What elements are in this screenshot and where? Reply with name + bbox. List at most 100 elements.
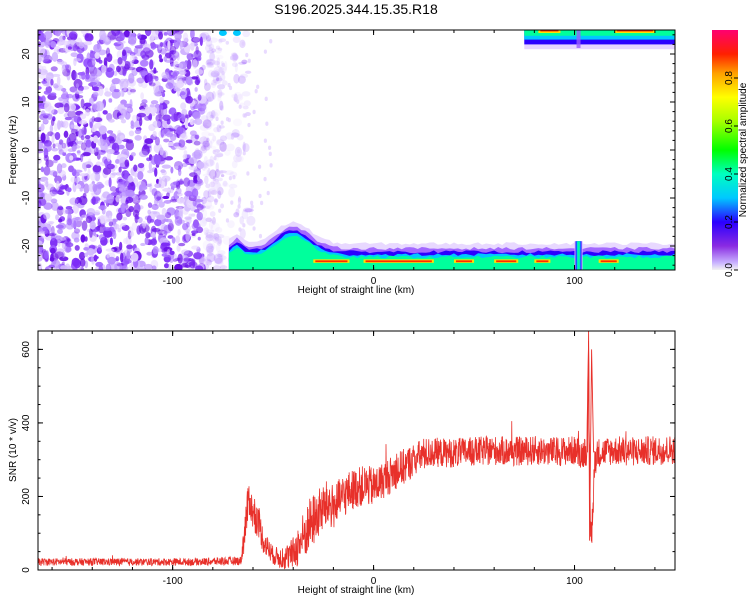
noise-speckle [199,140,209,149]
noise-speckle [161,128,171,136]
noise-speckle [199,36,203,47]
noise-speckle [269,163,273,168]
noise-speckle [130,120,135,127]
high-band-blob [218,30,227,36]
noise-speckle [206,50,215,54]
noise-speckle [105,263,112,270]
noise-speckle [210,138,215,144]
noise-speckle [117,183,127,189]
noise-speckle [254,89,258,94]
noise-speckle [215,116,219,122]
noise-speckle [65,206,73,210]
noise-speckle [196,180,204,186]
noise-speckle [67,187,72,193]
noise-speckle [192,119,198,124]
noise-speckle [40,96,47,102]
colorbar-ticks: 0.0 0.2 0.4 0.6 0.8 [724,71,738,277]
snr-xtick-label: -100 [163,576,183,587]
noise-speckle [50,66,58,72]
spectrogram-marks [38,30,675,270]
noise-speckle [220,174,225,178]
noise-speckle [263,138,267,143]
noise-speckle [213,199,219,203]
noise-speckle [209,114,214,119]
noise-speckle [42,118,49,125]
noise-speckle [59,120,64,128]
noise-speckle [209,181,215,188]
noise-speckle [197,102,207,112]
noise-speckle [161,150,168,158]
noise-speckle [114,41,124,51]
noise-speckle [98,86,104,97]
noise-speckle [231,52,238,62]
noise-speckle [219,141,227,152]
noise-speckle [99,49,108,54]
noise-speckle [137,162,145,169]
noise-speckle [139,59,149,67]
noise-speckle [219,105,224,111]
noise-speckle [205,246,214,254]
noise-speckle [246,215,256,226]
noise-speckle [208,47,213,52]
noise-speckle [151,265,157,270]
noise-speckle [238,75,246,84]
noise-speckle [73,228,81,234]
noise-speckle [212,59,216,65]
noise-speckle [139,117,143,127]
noise-speckle [199,124,209,132]
noise-speckle [48,264,56,269]
noise-speckle [131,222,138,231]
noise-speckle [80,98,85,109]
noise-speckle [173,61,179,67]
noise-speckle [216,124,222,133]
snr-xtick-label: 100 [566,576,583,587]
noise-speckle [220,203,225,209]
noise-speckle [257,164,262,169]
noise-speckle [213,66,223,76]
noise-speckle [214,237,219,242]
noise-speckle [235,155,244,163]
noise-speckle [38,149,42,155]
noise-speckle [212,265,221,270]
noise-speckle [242,30,251,38]
noise-speckle [74,245,80,251]
noise-speckle [216,236,223,247]
noise-speckle [123,30,131,38]
noise-speckle [211,109,221,117]
noise-speckle [117,66,128,76]
noise-speckle [67,103,77,112]
noise-speckle [83,183,90,194]
noise-speckle [164,211,172,219]
noise-speckle [191,230,199,234]
noise-speckle [188,157,198,165]
noise-speckle [192,111,201,120]
noise-speckle [152,130,157,137]
noise-speckle [209,140,213,149]
noise-speckle [112,218,118,223]
noise-speckle [241,41,245,46]
noise-speckle [106,130,114,134]
noise-speckle [215,45,221,50]
noise-speckle [221,70,225,76]
noise-speckle [196,203,204,211]
noise-speckle [215,227,223,233]
noise-speckle [214,47,222,54]
noise-speckle [258,193,262,199]
noise-speckle [232,118,243,127]
noise-speckle [175,235,181,244]
noise-speckle [81,220,88,231]
noise-speckle [195,45,199,55]
noise-speckle [38,46,46,56]
noise-speckle [212,79,218,83]
noise-speckle [78,41,85,49]
noise-speckle [149,104,156,108]
noise-speckle [190,41,195,51]
noise-speckle [205,170,211,176]
snr-xlabel: Height of straight line (km) [298,585,415,596]
noise-speckle [169,45,177,55]
noise-speckle [125,189,135,198]
noise-speckle [211,90,216,100]
noise-speckle [209,52,215,62]
noise-speckle [177,113,186,121]
noise-speckle [179,41,183,50]
